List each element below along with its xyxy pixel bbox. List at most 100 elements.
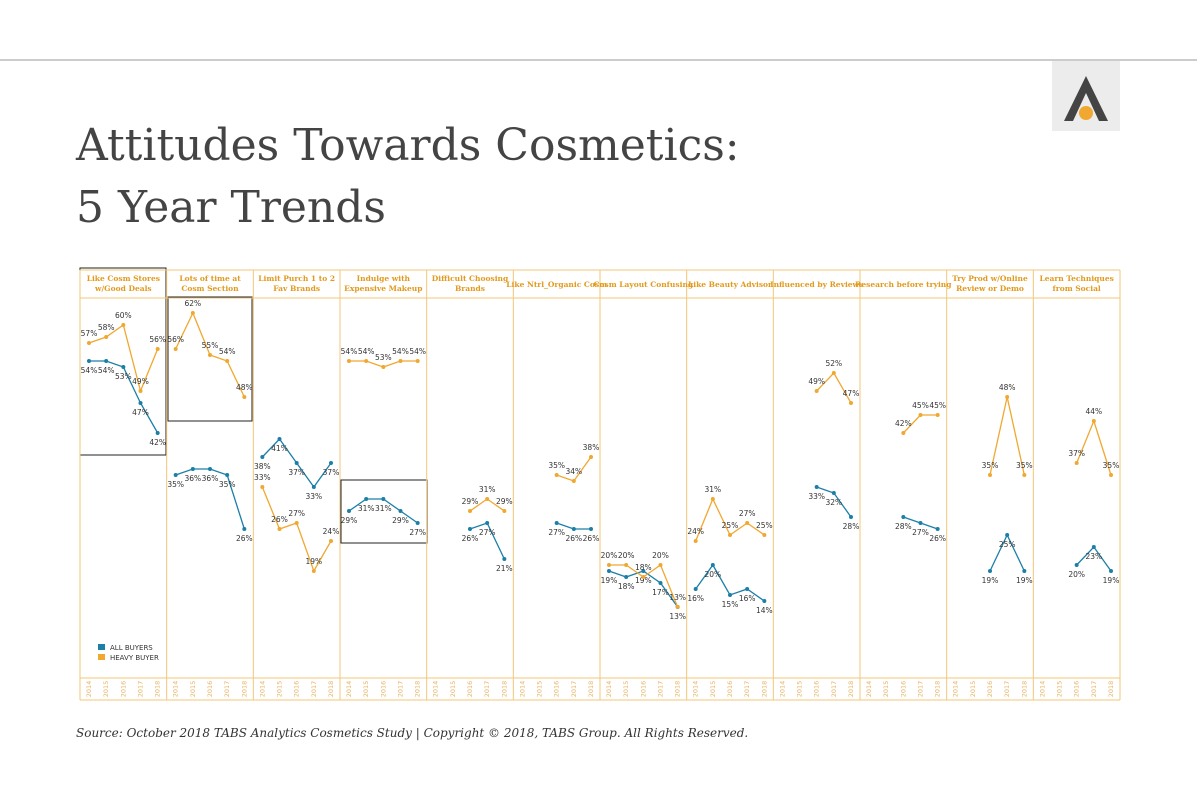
panel-title: Like Cosm Stores xyxy=(87,274,160,283)
data-point xyxy=(554,473,559,477)
x-tick-label: 2017 xyxy=(483,681,491,698)
x-tick-label: 2014 xyxy=(432,681,440,698)
data-label: 25% xyxy=(999,540,1016,549)
data-label: 62% xyxy=(184,299,201,308)
x-tick-label: 2017 xyxy=(1003,681,1011,698)
data-label: 17% xyxy=(652,588,669,597)
data-label: 23% xyxy=(1085,552,1102,561)
data-point xyxy=(468,527,472,531)
data-point xyxy=(121,323,126,327)
data-label: 33% xyxy=(808,492,825,501)
x-tick-label: 2015 xyxy=(102,681,110,698)
panel-frame xyxy=(79,269,1121,701)
title-line: Attitudes Towards Cosmetics: xyxy=(75,120,740,171)
x-tick-label: 2018 xyxy=(240,681,248,698)
data-label: 32% xyxy=(825,498,842,507)
data-label: 54% xyxy=(409,347,426,356)
data-point xyxy=(1091,545,1096,549)
legend-swatch xyxy=(98,654,105,660)
data-label: 20% xyxy=(618,551,635,560)
data-label: 26% xyxy=(583,534,600,543)
legend-swatch xyxy=(98,644,105,650)
data-label: 13% xyxy=(669,612,686,621)
data-label: 38% xyxy=(583,443,600,452)
data-label: 35% xyxy=(982,461,999,470)
data-point xyxy=(138,389,143,393)
x-tick-label: 2017 xyxy=(137,681,145,698)
data-point xyxy=(849,515,853,519)
data-point xyxy=(104,359,109,363)
data-point xyxy=(381,365,386,369)
data-point xyxy=(935,527,940,531)
data-point xyxy=(675,605,680,609)
data-label: 54% xyxy=(341,347,358,356)
data-label: 44% xyxy=(1085,407,1102,416)
x-tick-label: 2017 xyxy=(917,681,925,698)
data-point xyxy=(329,461,333,465)
data-point xyxy=(571,479,576,483)
data-label: 54% xyxy=(98,366,115,375)
data-label: 35% xyxy=(219,480,236,489)
data-point xyxy=(1074,461,1079,465)
data-point xyxy=(502,509,507,513)
x-tick-label: 2016 xyxy=(639,681,647,698)
data-point xyxy=(571,527,576,531)
x-tick-label: 2014 xyxy=(518,681,526,698)
x-tick-label: 2014 xyxy=(605,681,613,698)
x-tick-label: 2018 xyxy=(1020,681,1028,698)
data-label: 37% xyxy=(1068,449,1085,458)
data-point xyxy=(225,473,230,477)
data-label: 35% xyxy=(1103,461,1120,470)
x-tick-label: 2016 xyxy=(119,681,127,698)
data-label: 42% xyxy=(149,438,166,447)
x-tick-label: 2018 xyxy=(674,681,682,698)
x-tick-label: 2015 xyxy=(189,681,197,698)
data-point xyxy=(658,563,663,567)
data-label: 31% xyxy=(704,485,721,494)
data-point xyxy=(173,473,178,477)
data-point xyxy=(260,485,265,489)
data-label: 27% xyxy=(288,509,305,518)
data-point xyxy=(589,455,593,459)
data-point xyxy=(693,587,698,591)
x-tick-label: 2015 xyxy=(622,681,630,698)
x-tick-label: 2016 xyxy=(1073,681,1081,698)
data-point xyxy=(918,521,923,525)
data-label: 31% xyxy=(375,504,392,513)
data-point xyxy=(918,413,923,417)
data-label: 52% xyxy=(825,359,842,368)
data-label: 42% xyxy=(895,419,912,428)
data-point xyxy=(745,521,750,525)
data-label: 58% xyxy=(98,323,115,332)
panel-title: Learn Techniques xyxy=(1039,274,1113,283)
data-label: 54% xyxy=(219,347,236,356)
data-label: 18% xyxy=(618,582,635,591)
data-point xyxy=(225,359,230,363)
data-label: 29% xyxy=(392,516,409,525)
data-label: 33% xyxy=(305,492,322,501)
data-point xyxy=(208,353,212,357)
data-point xyxy=(641,575,646,579)
x-tick-label: 2014 xyxy=(172,681,180,698)
data-point xyxy=(502,557,507,561)
data-point xyxy=(554,521,559,525)
x-tick-label: 2016 xyxy=(206,681,214,698)
data-point xyxy=(121,365,126,369)
data-label: 21% xyxy=(496,564,513,573)
data-point xyxy=(589,527,593,531)
panel-title: from Social xyxy=(1053,284,1101,293)
x-tick-label: 2018 xyxy=(934,681,942,698)
data-point xyxy=(1005,533,1010,537)
data-label: 35% xyxy=(167,480,184,489)
data-point xyxy=(398,509,403,513)
x-tick-label: 2015 xyxy=(969,681,977,698)
x-tick-label: 2016 xyxy=(726,681,734,698)
x-tick-label: 2018 xyxy=(760,681,768,698)
data-point xyxy=(190,467,195,471)
data-label: 57% xyxy=(81,329,98,338)
data-label: 55% xyxy=(202,341,219,350)
data-point xyxy=(658,581,663,585)
x-tick-label: 2018 xyxy=(1107,681,1115,698)
data-point xyxy=(347,509,351,513)
data-point xyxy=(364,497,369,501)
